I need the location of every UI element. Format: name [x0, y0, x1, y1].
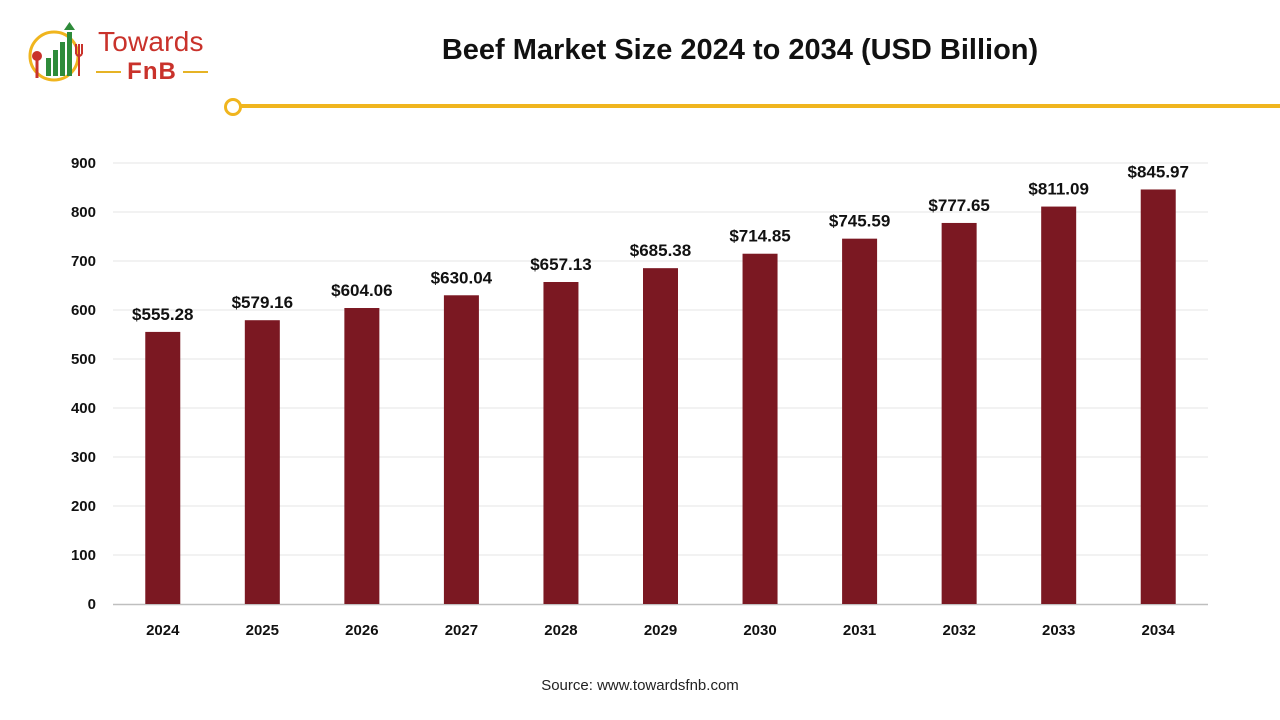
x-tick-label: 2029 [644, 622, 677, 639]
bar [842, 238, 878, 605]
brand-rule-left [96, 71, 122, 73]
data-label: $845.97 [1128, 162, 1189, 181]
x-tick-label: 2024 [146, 622, 180, 639]
bar [344, 308, 380, 604]
y-tick-label: 400 [71, 400, 96, 417]
x-tick-label: 2026 [345, 622, 378, 639]
page-title: Beef Market Size 2024 to 2034 (USD Billi… [441, 34, 1039, 66]
x-tick-label: 2028 [544, 622, 577, 639]
title-accent-dot [224, 98, 242, 116]
data-label: $685.38 [630, 241, 691, 260]
bar [643, 268, 678, 604]
bar [742, 253, 778, 604]
x-tick-label: 2027 [445, 622, 478, 639]
y-tick-label: 800 [71, 204, 96, 221]
data-label: $630.04 [431, 268, 493, 287]
bar [145, 331, 181, 604]
data-label: $604.06 [331, 281, 392, 300]
brand-name-bottom-row: FnB [96, 58, 208, 86]
x-tick-label: 2025 [246, 622, 279, 639]
data-label: $745.59 [829, 212, 890, 231]
source-note: Source: www.towardsfnb.com [541, 677, 739, 694]
bar [543, 282, 579, 604]
x-tick-label: 2032 [942, 622, 975, 639]
brand-name-top: Towards [98, 26, 204, 57]
y-tick-label: 700 [71, 253, 96, 270]
y-tick-label: 0 [88, 596, 96, 613]
bar [1140, 189, 1176, 604]
y-tick-label: 100 [71, 547, 96, 564]
data-label: $657.13 [530, 255, 591, 274]
title-accent-line [241, 104, 1280, 108]
data-label: $579.16 [232, 293, 293, 312]
x-tick-label: 2031 [843, 622, 876, 639]
bar [1041, 206, 1077, 604]
x-tick-label: 2030 [743, 622, 776, 639]
brand-name-bottom: FnB [127, 58, 177, 85]
data-label: $811.09 [1028, 180, 1089, 199]
y-tick-label: 500 [71, 351, 96, 368]
y-tick-label: 300 [71, 449, 96, 466]
y-tick-label: 600 [71, 302, 96, 319]
bar [443, 295, 479, 604]
y-tick-label: 200 [71, 498, 96, 515]
bar [244, 320, 280, 604]
brand-logo: Towards FnB [24, 20, 224, 90]
data-label: $777.65 [928, 196, 989, 215]
data-label: $714.85 [729, 227, 790, 246]
y-tick-label: 900 [71, 155, 96, 172]
data-label: $555.28 [132, 305, 193, 324]
fork-bar-chart-icon [28, 22, 83, 82]
brand-rule-right [182, 71, 208, 73]
bar [941, 222, 977, 604]
x-tick-label: 2034 [1142, 622, 1176, 639]
x-tick-label: 2033 [1042, 622, 1075, 639]
